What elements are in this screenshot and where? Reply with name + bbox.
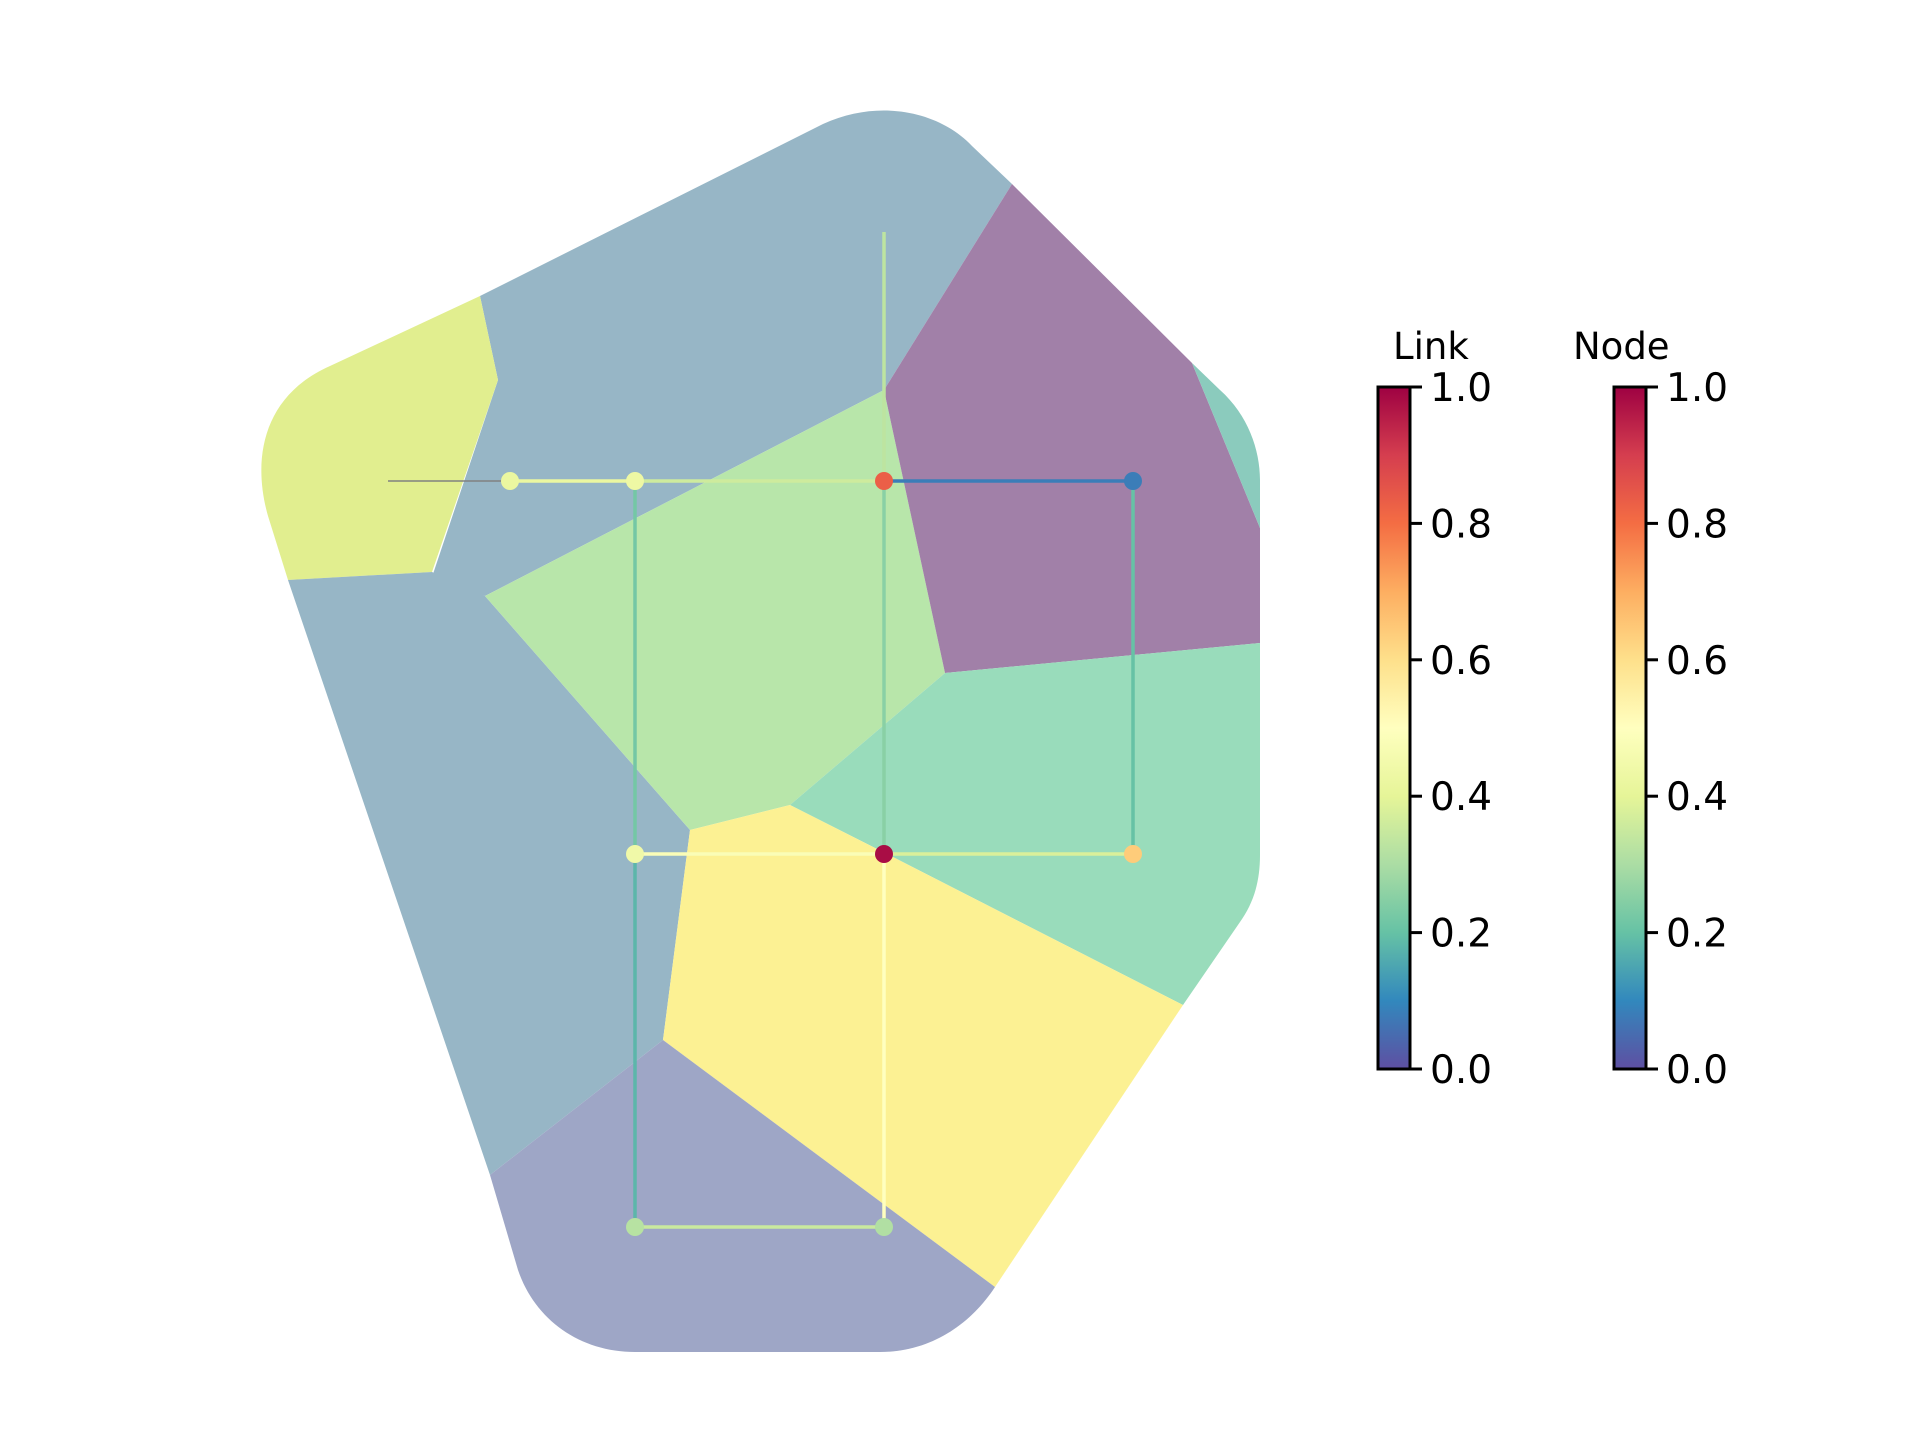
colorbar-tick-label: 0.6 xyxy=(1430,639,1492,684)
colorbar-tick-label: 0.4 xyxy=(1666,775,1728,820)
cell-center-green xyxy=(485,390,945,830)
cell-center-yellow xyxy=(663,805,1183,1287)
node-n6 xyxy=(875,845,893,863)
network-nodes xyxy=(501,472,1142,1236)
cell-right-teal-sliver xyxy=(1192,363,1260,528)
link-colorbar-ticks: 0.0 0.2 0.4 0.6 0.8 1.0 xyxy=(1410,366,1492,1093)
cell-left-blue xyxy=(288,572,690,1175)
node-n1 xyxy=(501,472,519,490)
voronoi-cells xyxy=(261,110,1260,1352)
colorbar-tick-label: 0.0 xyxy=(1430,1048,1492,1093)
node-colorbar: Node 0.0 0.2 0.4 0.6 0.8 1.0 xyxy=(1573,325,1728,1093)
node-n3 xyxy=(875,472,893,490)
cell-right-teal xyxy=(790,643,1260,1005)
colorbar-tick-label: 1.0 xyxy=(1430,366,1492,411)
cell-upper-blue xyxy=(432,110,1012,596)
colorbar-tick-label: 0.2 xyxy=(1430,912,1492,957)
link-colorbar-gradient xyxy=(1376,385,1412,1071)
node-n5 xyxy=(626,845,644,863)
node-n8 xyxy=(626,1218,644,1236)
link-colorbar: Link 0.0 0.2 0.4 0.6 0.8 1.0 xyxy=(1376,325,1492,1093)
node-colorbar-gradient xyxy=(1612,385,1648,1071)
link-colorbar-title: Link xyxy=(1393,325,1469,368)
cell-upper-right-purple xyxy=(884,184,1260,673)
node-n2 xyxy=(626,472,644,490)
node-n7 xyxy=(1124,845,1142,863)
network-links xyxy=(388,232,1135,1229)
node-colorbar-title: Node xyxy=(1573,325,1670,368)
colorbar-tick-label: 0.6 xyxy=(1666,639,1728,684)
node-n4 xyxy=(1124,472,1142,490)
colorbar-tick-label: 0.0 xyxy=(1666,1048,1728,1093)
colorbar-tick-label: 0.8 xyxy=(1430,502,1492,547)
cell-bottom-purple xyxy=(490,1040,995,1352)
node-n9 xyxy=(875,1218,893,1236)
colorbar-tick-label: 0.4 xyxy=(1430,775,1492,820)
cell-upper-left-yellow xyxy=(261,296,498,580)
colorbar-tick-label: 0.8 xyxy=(1666,502,1728,547)
colorbar-tick-label: 0.2 xyxy=(1666,912,1728,957)
node-colorbar-ticks: 0.0 0.2 0.4 0.6 0.8 1.0 xyxy=(1646,366,1728,1093)
colorbar-tick-label: 1.0 xyxy=(1666,366,1728,411)
